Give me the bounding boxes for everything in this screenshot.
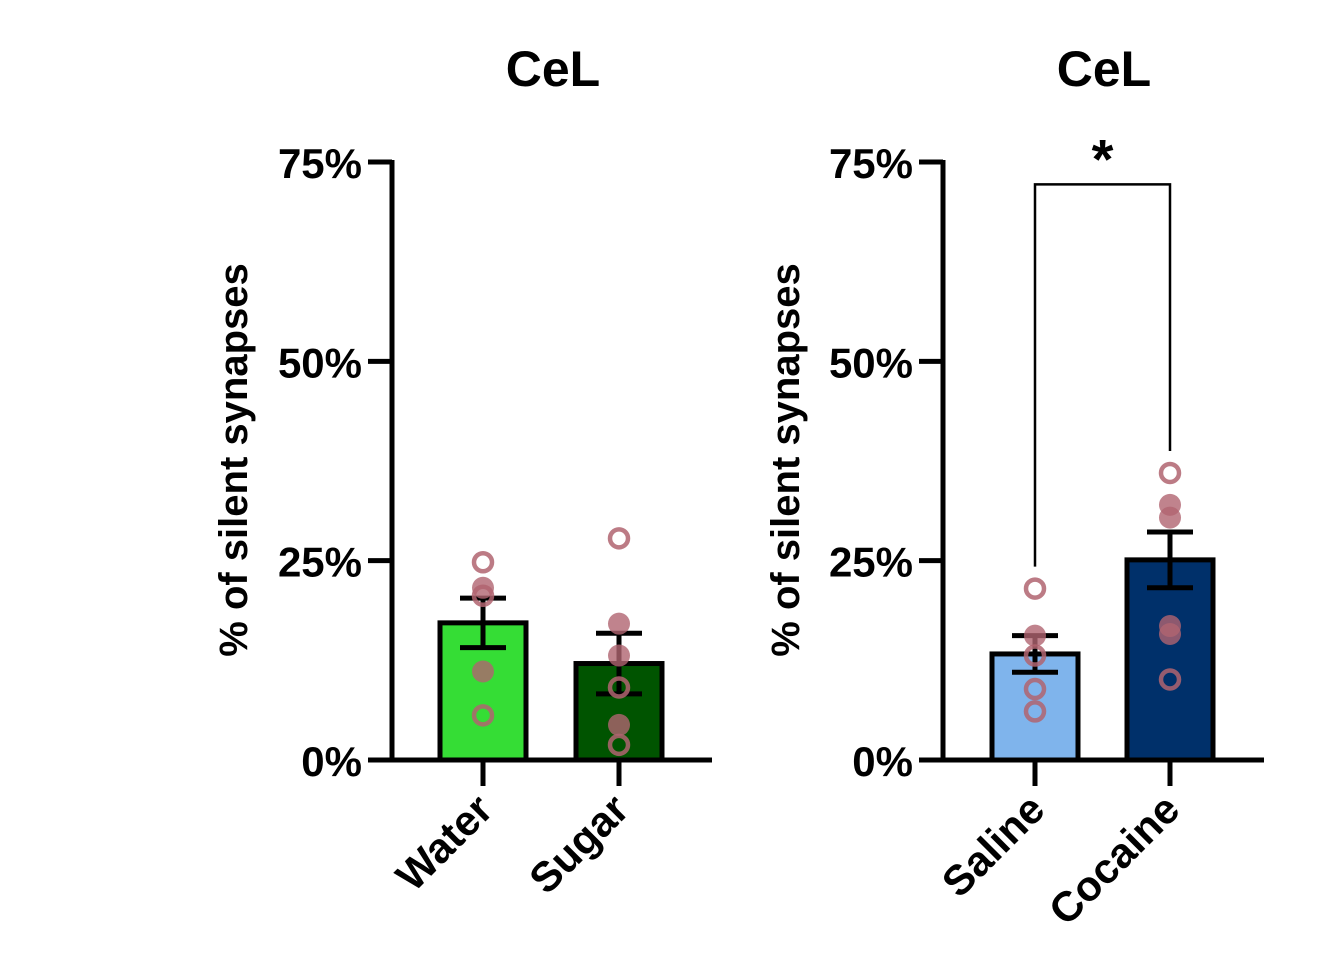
panel-title: CeL <box>506 41 600 97</box>
data-point <box>1023 577 1047 600</box>
y-tick-label: 25% <box>278 539 362 586</box>
bars <box>989 557 1216 763</box>
y-tick-label: 0% <box>852 738 913 785</box>
x-tick-label-water: Water <box>387 785 502 900</box>
y-tick-label: 75% <box>829 140 913 187</box>
data-point <box>1023 677 1047 701</box>
data-point <box>472 660 494 683</box>
panel-title: CeL <box>1057 41 1151 97</box>
y-axis-label: % of silent synapses <box>764 263 808 656</box>
significance: * <box>1033 127 1172 567</box>
y-tick-label: 50% <box>829 339 913 386</box>
panel-saline-cocaine: CeL % of silent synapses 0% 25% 50% 75% Sal… <box>764 41 1264 934</box>
data-point <box>607 733 631 757</box>
data-point <box>471 704 495 727</box>
data-point <box>471 551 495 574</box>
y-axis-label: % of silent synapses <box>212 263 256 656</box>
y-tick-label: 0% <box>301 738 362 785</box>
data-point <box>1158 668 1182 691</box>
x-tick-labels: Water Sugar <box>387 785 638 902</box>
y-tick-label: 75% <box>278 140 362 187</box>
data-point <box>1024 624 1046 647</box>
data-points <box>471 527 631 757</box>
data-point <box>1023 700 1047 723</box>
y-tick-labels: 0% 25% 50% 75% <box>278 140 362 785</box>
y-tick-label: 25% <box>829 539 913 586</box>
error-bars <box>1012 529 1193 675</box>
significance-bracket <box>1033 183 1172 567</box>
data-point <box>1159 623 1181 646</box>
y-tick-labels: 0% 25% 50% 75% <box>829 140 913 785</box>
significance-star: * <box>1092 127 1114 190</box>
data-point <box>1158 461 1182 485</box>
data-point <box>608 644 630 667</box>
data-point <box>608 713 630 736</box>
data-point <box>607 527 631 550</box>
data-point <box>607 676 631 699</box>
x-tick-label-cocaine: Cocaine <box>1040 785 1189 934</box>
data-point <box>471 584 495 607</box>
y-tick-label: 50% <box>278 339 362 386</box>
panel-water-sugar: CeL % of silent synapses 0% 25% 50% 75% Wat… <box>212 41 712 903</box>
data-point <box>1023 644 1047 667</box>
data-point <box>1159 506 1181 529</box>
x-tick-label-saline: Saline <box>933 785 1054 906</box>
bar-cocaine <box>1124 557 1216 763</box>
x-tick-label-sugar: Sugar <box>520 785 637 902</box>
data-point <box>608 612 630 635</box>
data-points <box>1023 461 1182 723</box>
